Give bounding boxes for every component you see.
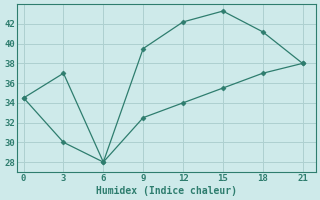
X-axis label: Humidex (Indice chaleur): Humidex (Indice chaleur) [96,186,237,196]
